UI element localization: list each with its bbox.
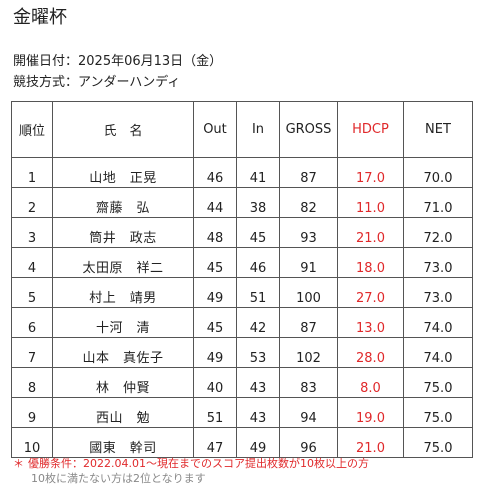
- table-row: 3 筒井 政志 48 45 93 21.0 72.0: [11, 217, 473, 248]
- table-row: 2 齋藤 弘 44 38 82 11.0 71.0: [11, 187, 473, 218]
- table-row: 8 林 仲賢 40 43 83 8.0 75.0: [11, 367, 473, 398]
- cell-net: 71.0: [403, 187, 473, 218]
- table-row: 6 十河 清 45 42 87 13.0 74.0: [11, 307, 473, 338]
- cell-name: 村上 靖男: [52, 277, 194, 308]
- cell-rank: 6: [11, 307, 53, 338]
- cell-name: 西山 勉: [52, 397, 194, 428]
- second-place-note: 10枚に満たない方は2位となります: [31, 472, 206, 485]
- cell-gross: 82: [279, 187, 338, 218]
- cell-hdcp: 13.0: [337, 307, 404, 338]
- cell-rank: 4: [11, 247, 53, 278]
- cell-gross: 87: [279, 157, 338, 188]
- cell-in: 53: [236, 337, 280, 368]
- cell-name: 國東 幹司: [52, 427, 194, 458]
- competition-format: 競技方式：アンダーハンディ: [13, 75, 181, 90]
- cell-net: 72.0: [403, 217, 473, 248]
- cell-out: 47: [193, 427, 237, 458]
- cell-net: 75.0: [403, 397, 473, 428]
- cell-rank: 3: [11, 217, 53, 248]
- cell-hdcp: 28.0: [337, 337, 404, 368]
- cell-in: 43: [236, 367, 280, 398]
- cell-in: 38: [236, 187, 280, 218]
- cell-out: 49: [193, 277, 237, 308]
- cell-gross: 91: [279, 247, 338, 278]
- header-in: In: [236, 101, 280, 158]
- cell-net: 73.0: [403, 277, 473, 308]
- table-row: 4 太田原 祥二 45 46 91 18.0 73.0: [11, 247, 473, 278]
- winning-condition-text: 優勝条件：2022.04.01～現在までのスコア提出枚数が10枚以上の方: [28, 457, 369, 470]
- cell-in: 45: [236, 217, 280, 248]
- table-row: 1 山地 正晃 46 41 87 17.0 70.0: [11, 157, 473, 188]
- cell-in: 42: [236, 307, 280, 338]
- winning-condition-note: ＊ 優勝条件：2022.04.01～現在までのスコア提出枚数が10枚以上の方: [13, 456, 369, 471]
- cell-name: 山本 真佐子: [52, 337, 194, 368]
- cell-out: 45: [193, 307, 237, 338]
- cell-hdcp: 21.0: [337, 427, 404, 458]
- results-table: 順位 氏 名 Out In GROSS HDCP NET 1 山地 正晃 46 …: [11, 101, 473, 458]
- note-asterisk: ＊: [13, 457, 24, 470]
- cell-hdcp: 8.0: [337, 367, 404, 398]
- cell-hdcp: 18.0: [337, 247, 404, 278]
- cell-net: 73.0: [403, 247, 473, 278]
- cell-rank: 5: [11, 277, 53, 308]
- header-rank: 順位: [11, 101, 53, 158]
- cell-name: 筒井 政志: [52, 217, 194, 248]
- page-title: 金曜杯: [13, 7, 67, 28]
- cell-rank: 2: [11, 187, 53, 218]
- header-name: 氏 名: [52, 101, 194, 158]
- cell-net: 74.0: [403, 307, 473, 338]
- cell-gross: 87: [279, 307, 338, 338]
- header-out: Out: [193, 101, 237, 158]
- table-row: 9 西山 勉 51 43 94 19.0 75.0: [11, 397, 473, 428]
- cell-in: 43: [236, 397, 280, 428]
- cell-in: 41: [236, 157, 280, 188]
- cell-gross: 93: [279, 217, 338, 248]
- cell-out: 51: [193, 397, 237, 428]
- cell-hdcp: 17.0: [337, 157, 404, 188]
- header-hdcp: HDCP: [337, 101, 404, 158]
- table-row: 10 國東 幹司 47 49 96 21.0 75.0: [11, 427, 473, 458]
- cell-rank: 9: [11, 397, 53, 428]
- results-body: 1 山地 正晃 46 41 87 17.0 70.0 2 齋藤 弘 44 38 …: [11, 157, 473, 458]
- cell-name: 太田原 祥二: [52, 247, 194, 278]
- cell-gross: 94: [279, 397, 338, 428]
- cell-net: 74.0: [403, 337, 473, 368]
- cell-name: 林 仲賢: [52, 367, 194, 398]
- cell-in: 46: [236, 247, 280, 278]
- cell-hdcp: 11.0: [337, 187, 404, 218]
- cell-hdcp: 19.0: [337, 397, 404, 428]
- cell-in: 51: [236, 277, 280, 308]
- cell-name: 山地 正晃: [52, 157, 194, 188]
- cell-out: 46: [193, 157, 237, 188]
- cell-rank: 1: [11, 157, 53, 188]
- cell-name: 齋藤 弘: [52, 187, 194, 218]
- header-gross: GROSS: [279, 101, 338, 158]
- cell-out: 40: [193, 367, 237, 398]
- cell-hdcp: 21.0: [337, 217, 404, 248]
- cell-out: 45: [193, 247, 237, 278]
- cell-gross: 102: [279, 337, 338, 368]
- cell-net: 70.0: [403, 157, 473, 188]
- cell-rank: 7: [11, 337, 53, 368]
- header-net: NET: [403, 101, 473, 158]
- cell-out: 44: [193, 187, 237, 218]
- cell-rank: 8: [11, 367, 53, 398]
- event-date: 開催日付：2025年06月13日（金）: [13, 54, 223, 69]
- cell-rank: 10: [11, 427, 53, 458]
- cell-out: 48: [193, 217, 237, 248]
- cell-hdcp: 27.0: [337, 277, 404, 308]
- cell-out: 49: [193, 337, 237, 368]
- table-row: 5 村上 靖男 49 51 100 27.0 73.0: [11, 277, 473, 308]
- table-header-row: 順位 氏 名 Out In GROSS HDCP NET: [11, 101, 473, 158]
- cell-net: 75.0: [403, 367, 473, 398]
- cell-net: 75.0: [403, 427, 473, 458]
- cell-in: 49: [236, 427, 280, 458]
- cell-gross: 83: [279, 367, 338, 398]
- cell-gross: 96: [279, 427, 338, 458]
- table-row: 7 山本 真佐子 49 53 102 28.0 74.0: [11, 337, 473, 368]
- cell-gross: 100: [279, 277, 338, 308]
- cell-name: 十河 清: [52, 307, 194, 338]
